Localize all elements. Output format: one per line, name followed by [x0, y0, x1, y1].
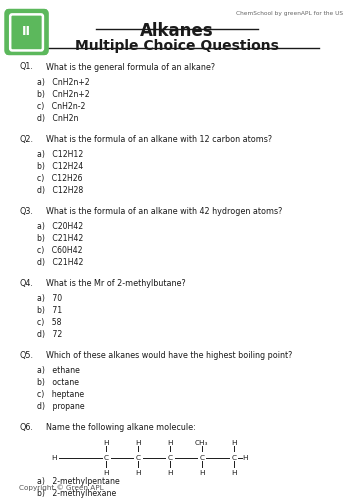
- Text: H: H: [167, 470, 173, 476]
- Text: b)   octane: b) octane: [37, 378, 79, 386]
- Text: II: II: [22, 24, 31, 38]
- Text: a)   ethane: a) ethane: [37, 366, 80, 374]
- Text: a)   70: a) 70: [37, 294, 62, 302]
- Text: Q2.: Q2.: [19, 134, 34, 143]
- Text: Q4.: Q4.: [19, 278, 33, 287]
- Text: H: H: [242, 454, 248, 460]
- Text: ChemSchool by greenAPL for the US: ChemSchool by greenAPL for the US: [236, 11, 343, 16]
- Text: Q5.: Q5.: [19, 350, 34, 360]
- Text: H: H: [199, 470, 205, 476]
- Text: b)   71: b) 71: [37, 306, 62, 314]
- Text: c)   heptane: c) heptane: [37, 390, 84, 398]
- Text: Q1.: Q1.: [19, 62, 33, 72]
- Text: d)   propane: d) propane: [37, 402, 85, 410]
- Text: C: C: [136, 454, 141, 460]
- Text: a)   C20H42: a) C20H42: [37, 222, 83, 230]
- Text: b)   C12H24: b) C12H24: [37, 162, 84, 170]
- Text: d)   C21H42: d) C21H42: [37, 258, 84, 266]
- FancyBboxPatch shape: [6, 10, 47, 54]
- Text: b)   CnH2n+2: b) CnH2n+2: [37, 90, 90, 98]
- Text: H: H: [135, 470, 141, 476]
- FancyBboxPatch shape: [6, 10, 47, 54]
- Text: H: H: [231, 440, 236, 446]
- Text: H: H: [135, 440, 141, 446]
- Text: H: H: [51, 454, 57, 460]
- Text: H: H: [103, 470, 109, 476]
- FancyBboxPatch shape: [10, 14, 43, 51]
- Text: d)   72: d) 72: [37, 330, 62, 338]
- Text: c)   58: c) 58: [37, 318, 62, 326]
- Text: a)   CnH2n+2: a) CnH2n+2: [37, 78, 90, 86]
- Text: CH₃: CH₃: [195, 440, 209, 446]
- Text: c)   C60H42: c) C60H42: [37, 246, 83, 254]
- Text: Copyright © Green APL: Copyright © Green APL: [19, 484, 104, 491]
- Text: c)   C12H26: c) C12H26: [37, 174, 83, 182]
- Text: H: H: [167, 440, 173, 446]
- Text: a)   2-methylpentane: a) 2-methylpentane: [37, 476, 120, 486]
- Text: What is the Mr of 2-methylbutane?: What is the Mr of 2-methylbutane?: [46, 278, 186, 287]
- Text: Q6.: Q6.: [19, 422, 33, 432]
- Text: C: C: [231, 454, 236, 460]
- Text: d)   C12H28: d) C12H28: [37, 186, 84, 194]
- Text: What is the formula of an alkane with 42 hydrogen atoms?: What is the formula of an alkane with 42…: [46, 206, 282, 216]
- Text: Multiple Choice Questions: Multiple Choice Questions: [75, 39, 279, 53]
- Text: Alkanes: Alkanes: [140, 22, 214, 40]
- Text: What is the general formula of an alkane?: What is the general formula of an alkane…: [46, 62, 215, 72]
- Text: Which of these alkanes would have the highest boiling point?: Which of these alkanes would have the hi…: [46, 350, 292, 360]
- Text: a)   C12H12: a) C12H12: [37, 150, 84, 158]
- Text: II: II: [22, 24, 31, 38]
- Text: What is the formula of an alkane with 12 carbon atoms?: What is the formula of an alkane with 12…: [46, 134, 272, 143]
- Text: Q3.: Q3.: [19, 206, 33, 216]
- Text: C: C: [104, 454, 109, 460]
- Text: C: C: [199, 454, 204, 460]
- Text: c)   CnH2n-2: c) CnH2n-2: [37, 102, 86, 110]
- FancyBboxPatch shape: [10, 14, 43, 51]
- Text: Name the following alkane molecule:: Name the following alkane molecule:: [46, 422, 196, 432]
- Text: H: H: [103, 440, 109, 446]
- Text: d)   CnH2n: d) CnH2n: [37, 114, 79, 122]
- Text: b)   2-methylhexane: b) 2-methylhexane: [37, 488, 116, 498]
- Text: b)   C21H42: b) C21H42: [37, 234, 84, 242]
- Text: H: H: [231, 470, 236, 476]
- Text: C: C: [167, 454, 172, 460]
